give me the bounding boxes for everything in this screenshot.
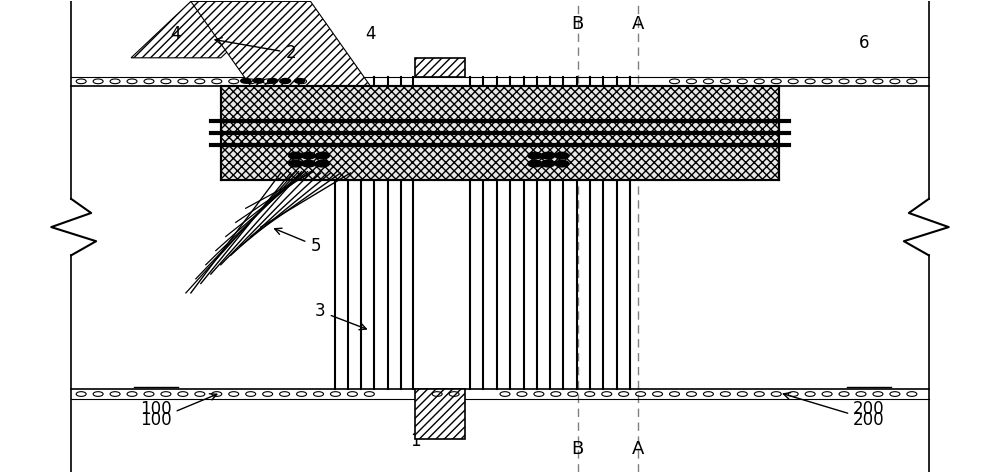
Circle shape [316,152,329,159]
Text: 200: 200 [853,400,885,418]
Text: B: B [572,439,584,457]
Text: B: B [572,16,584,34]
Circle shape [268,79,278,83]
Circle shape [528,160,542,167]
Polygon shape [131,1,281,58]
Circle shape [316,160,329,167]
Bar [415,389,465,438]
Circle shape [555,152,569,159]
Bar [415,58,465,77]
Circle shape [528,152,542,159]
Circle shape [241,79,251,83]
Circle shape [302,152,316,159]
Text: 5: 5 [275,228,321,254]
Text: 100: 100 [140,394,217,429]
Text: 4: 4 [365,25,376,43]
Text: 1: 1 [410,418,437,450]
Circle shape [541,152,555,159]
Bar [221,86,779,180]
Circle shape [295,79,305,83]
Text: 2: 2 [215,37,296,62]
Text: A: A [631,16,644,34]
Circle shape [541,160,555,167]
Circle shape [289,160,303,167]
Text: A: A [631,439,644,457]
Polygon shape [191,1,370,86]
Circle shape [302,160,316,167]
Circle shape [254,79,264,83]
Text: 100: 100 [140,400,172,418]
Text: 3: 3 [315,302,366,330]
Circle shape [289,152,303,159]
Circle shape [555,160,569,167]
Circle shape [281,79,291,83]
Text: 4: 4 [171,25,181,43]
Text: 6: 6 [859,35,869,53]
Text: 200: 200 [783,393,885,429]
